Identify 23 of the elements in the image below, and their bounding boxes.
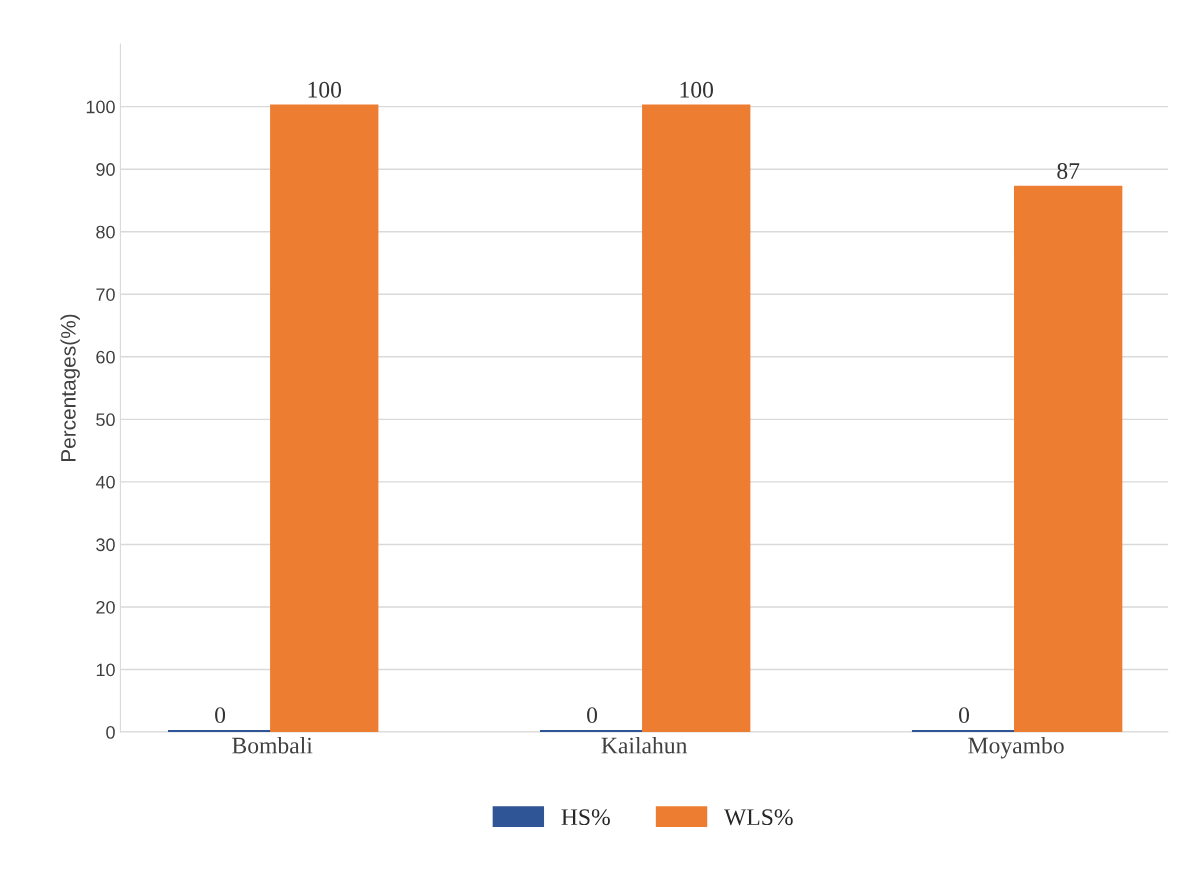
- data-label: 0: [215, 707, 226, 724]
- y-axis-title: Percentages(%): [60, 314, 80, 462]
- y-tick-label: 60: [96, 350, 115, 364]
- y-tick-label: 50: [96, 413, 115, 427]
- legend-label: WLS%: [724, 809, 793, 826]
- y-tick-label: 0: [106, 725, 115, 739]
- y-tick-label: 40: [95, 475, 115, 489]
- y-tick-label: 20: [96, 600, 115, 614]
- x-tick-label: Bombali: [232, 736, 313, 754]
- data-label: 100: [308, 81, 342, 98]
- legend-label: HS%: [561, 809, 610, 826]
- data-label: 0: [959, 707, 970, 724]
- y-tick-label: 10: [96, 663, 115, 677]
- x-tick-label: Moyambo: [968, 736, 1064, 759]
- y-tick-label: 100: [86, 100, 115, 114]
- y-tick-label: 90: [96, 163, 115, 176]
- data-label: 0: [587, 707, 598, 724]
- y-tick-label: 30: [96, 538, 115, 552]
- y-tick-label: 80: [96, 225, 115, 239]
- data-label: 100: [680, 81, 714, 98]
- data-label: 87: [1057, 163, 1080, 179]
- x-tick-label: Kailahun: [601, 736, 688, 754]
- y-tick-label: 70: [96, 288, 115, 301]
